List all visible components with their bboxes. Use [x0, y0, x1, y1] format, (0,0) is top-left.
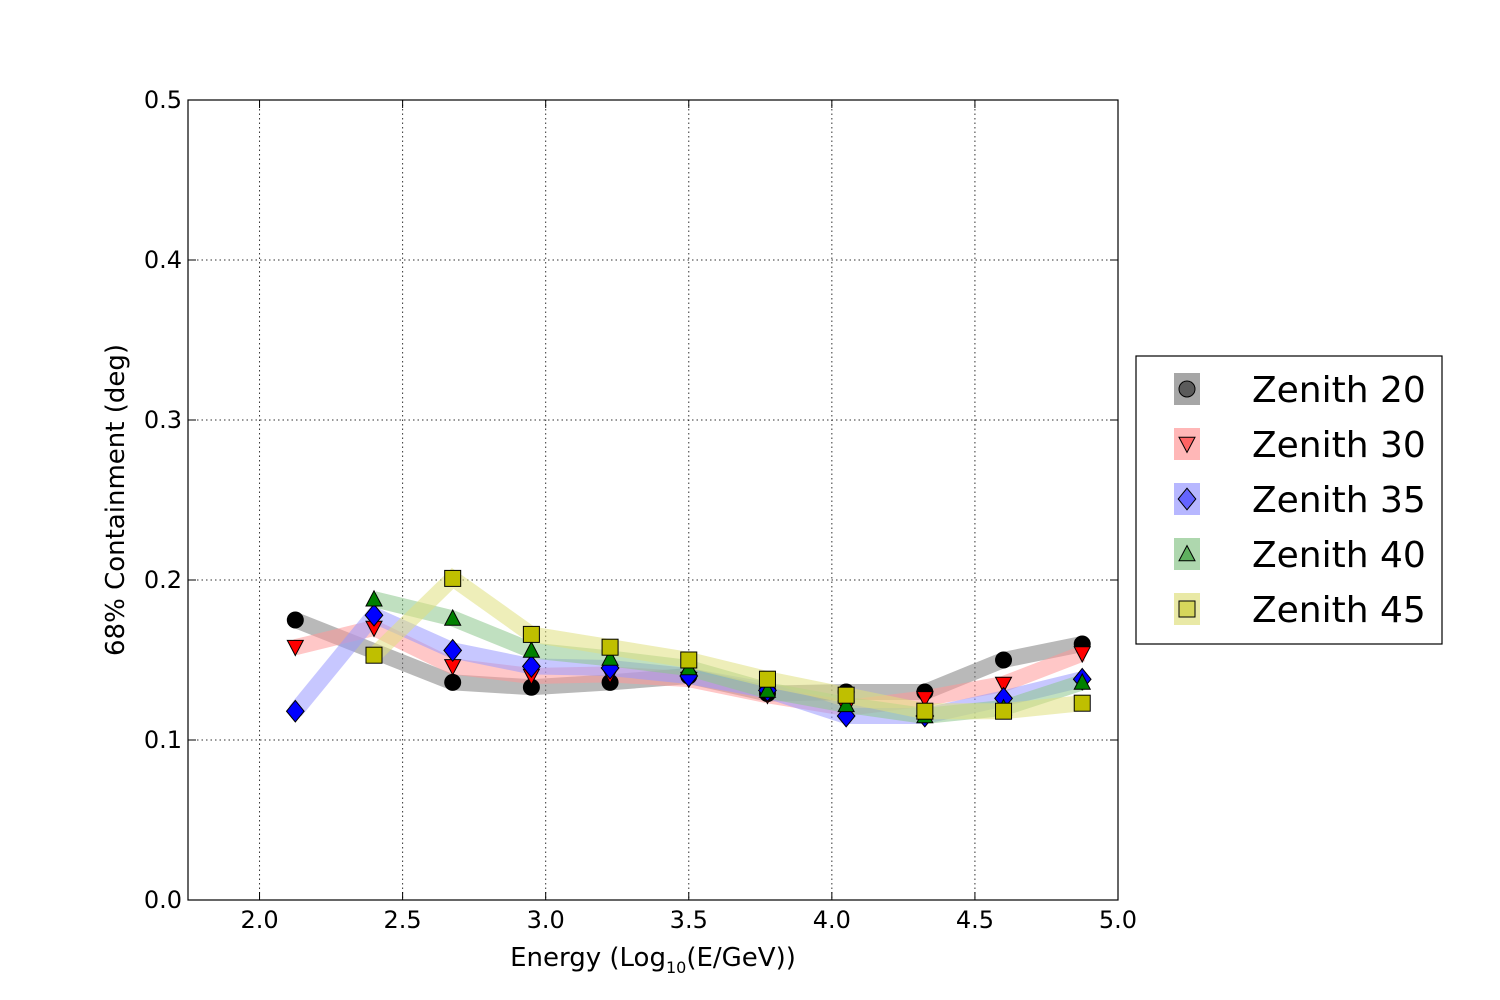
legend-entry: Zenith 45 — [1174, 590, 1426, 631]
x-axis-label-prefix: Energy (Log — [510, 943, 666, 973]
data-point — [522, 640, 541, 658]
y-tick-label: 0.1 — [144, 726, 182, 754]
y-tick-label: 0.0 — [144, 886, 182, 914]
x-axis-label-subscript: 10 — [666, 958, 686, 977]
data-point — [601, 638, 619, 656]
data-point — [916, 691, 934, 708]
data-point — [994, 676, 1013, 694]
data-point — [1073, 646, 1092, 664]
grid — [188, 100, 1118, 900]
data-point — [444, 673, 462, 691]
axis-ticks: 2.0 2.5 3.0 3.5 4.0 4.5 5.0 0.0 0.1 0.2 0.3 0.4 0.5 — [144, 86, 1137, 934]
data-point — [995, 702, 1013, 720]
data-point — [1073, 694, 1091, 712]
data-point — [286, 639, 305, 657]
legend-entry: Zenith 35 — [1174, 480, 1426, 521]
data-point — [285, 699, 305, 723]
x-tick-label: 2.5 — [384, 906, 422, 934]
x-tick-label: 5.0 — [1099, 906, 1137, 934]
legend-marker — [1178, 544, 1196, 562]
legend-marker — [1178, 600, 1196, 618]
legend-entry: Zenith 40 — [1174, 535, 1426, 576]
data-point — [365, 646, 383, 664]
legend-label: Zenith 20 — [1252, 370, 1426, 411]
y-tick-label: 0.4 — [144, 246, 182, 274]
series-band — [368, 568, 1084, 720]
legend-entry: Zenith 20 — [1174, 370, 1426, 411]
x-tick-label: 2.0 — [240, 906, 278, 934]
x-tick-label: 3.0 — [527, 906, 565, 934]
x-axis-label-suffix: (E/GeV)) — [686, 943, 796, 973]
legend-swatch — [1174, 593, 1200, 625]
legend-marker — [1178, 436, 1196, 454]
data-point — [758, 670, 776, 688]
data-point — [680, 651, 698, 669]
legend-marker — [1178, 380, 1196, 398]
legend-entries: Zenith 20 Zenith 30 Zenith 35 Zenith 40 Zeni… — [1174, 370, 1426, 631]
legend-swatch — [1174, 373, 1200, 405]
data-point — [444, 569, 462, 587]
data-point — [758, 680, 777, 698]
data-point — [601, 648, 619, 666]
legend-marker — [1177, 487, 1197, 511]
data-point — [1073, 672, 1092, 690]
legend-swatch — [1174, 538, 1200, 570]
y-axis-label: 68% Containment (deg) — [101, 344, 131, 656]
y-tick-label: 0.2 — [144, 566, 182, 594]
legend-swatch — [1174, 428, 1200, 460]
legend-label: Zenith 30 — [1252, 425, 1426, 466]
series-markers — [285, 569, 1092, 728]
x-axis-label: Energy (Log10(E/GeV)) — [510, 943, 796, 977]
legend-label: Zenith 40 — [1252, 535, 1426, 576]
x-tick-label: 4.0 — [813, 906, 851, 934]
data-point — [364, 603, 384, 627]
data-point — [522, 625, 540, 643]
legend-entry: Zenith 30 — [1174, 425, 1426, 466]
y-tick-label: 0.5 — [144, 86, 182, 114]
data-point — [837, 686, 855, 704]
legend: Zenith 20 Zenith 30 Zenith 35 Zenith 40 Zeni… — [1135, 355, 1443, 645]
data-point — [521, 654, 541, 678]
data-point — [365, 589, 383, 607]
data-point — [837, 695, 855, 713]
data-point — [286, 611, 304, 629]
legend-label: Zenith 45 — [1252, 590, 1426, 631]
plot-frame — [187, 99, 1119, 901]
legend-label: Zenith 35 — [1252, 480, 1426, 521]
y-tick-label: 0.3 — [144, 406, 182, 434]
x-tick-label: 4.5 — [956, 906, 994, 934]
x-tick-label: 3.5 — [670, 906, 708, 934]
data-point — [995, 651, 1013, 669]
data-point — [443, 638, 463, 662]
data-point — [916, 702, 934, 720]
data-point — [443, 608, 462, 626]
